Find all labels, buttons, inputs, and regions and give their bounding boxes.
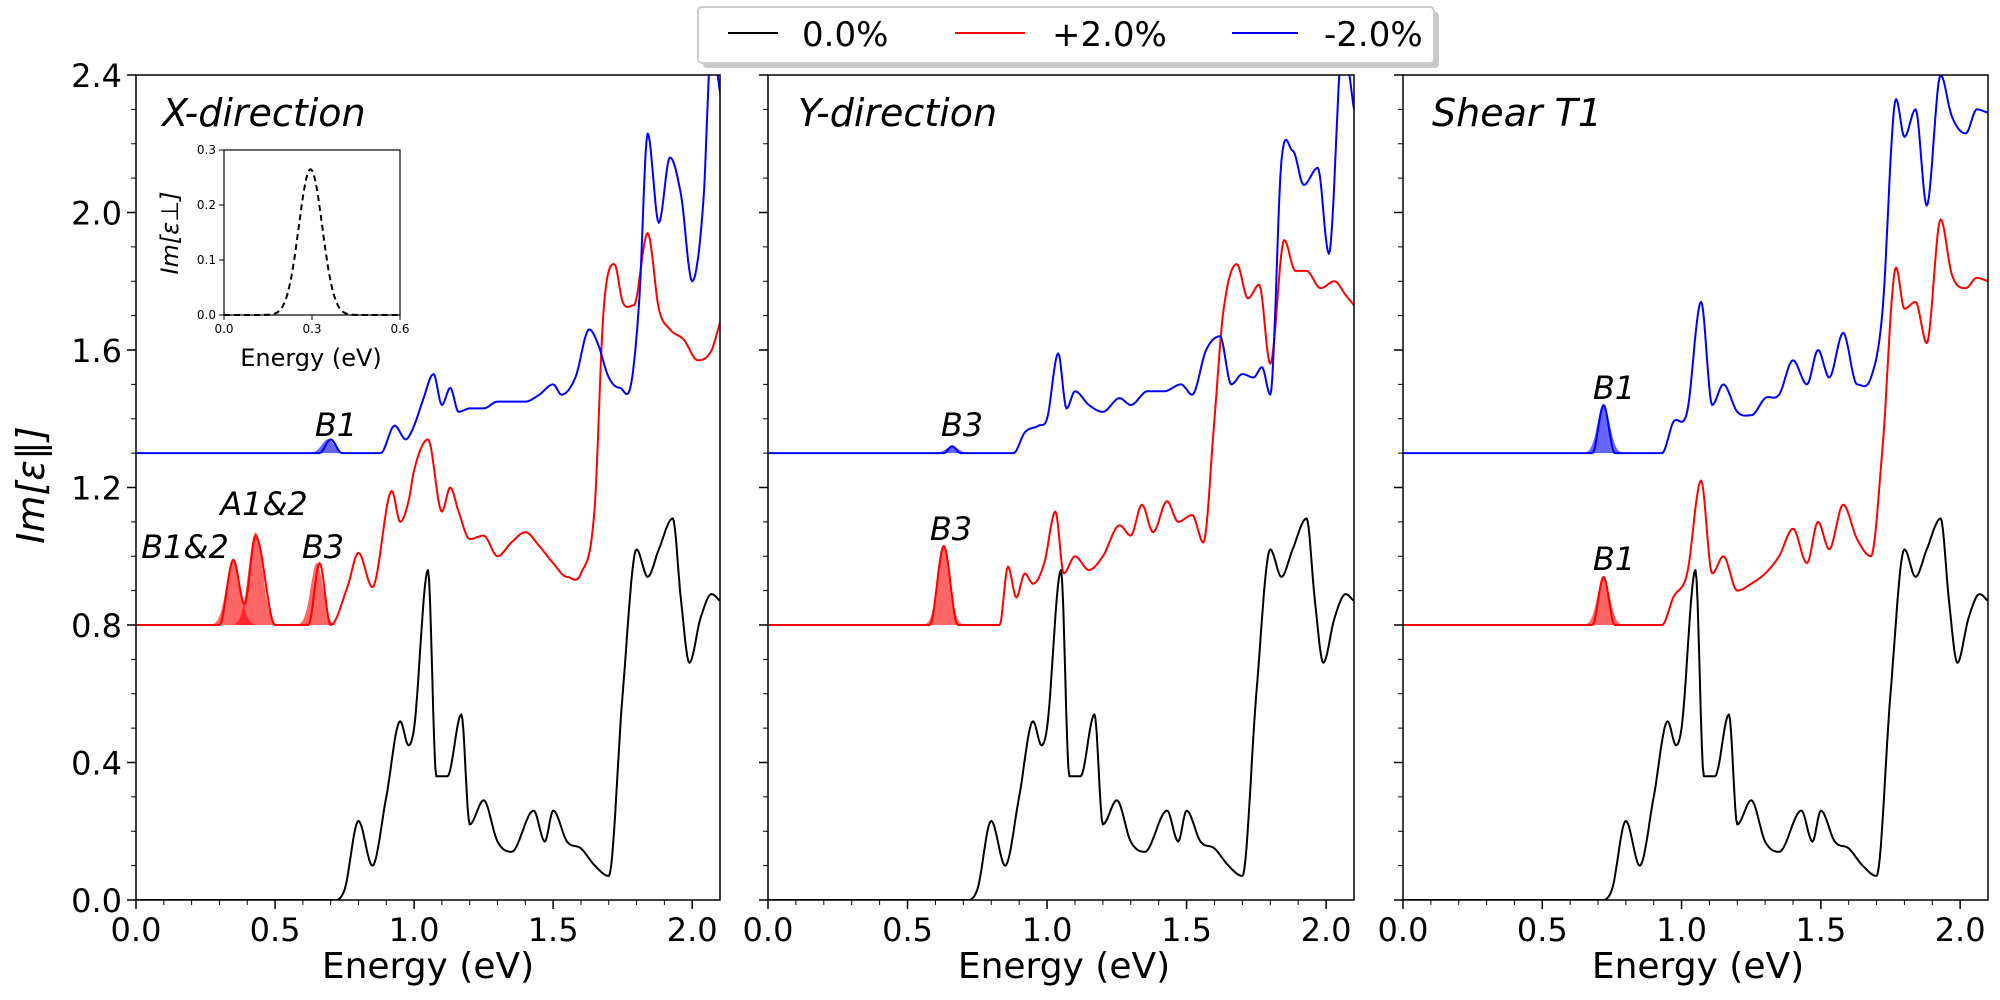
inset-plot: 0.0 0.3 0.6 0.0 0.1 0.2 0.3: [197, 143, 410, 336]
filled-peak-1: [933, 446, 971, 454]
annotation-b3: B3: [302, 528, 344, 566]
panel-shear-t1: 0.0 0.5 1.0 1.5 2.0 Shear T1 Energy (eV) B1 …: [1378, 74, 1989, 987]
series-line-0p0: [136, 517, 720, 900]
panel-shear-annotations: B1 B1: [1593, 369, 1635, 578]
annotation-a1-2: A1&2: [218, 485, 308, 523]
series-line-minus2p0: [136, 75, 720, 455]
panel-y-annotations: B3 B3: [930, 406, 983, 548]
x-tick-label: 1.0: [1656, 911, 1707, 949]
inset-x-tick-label: 0.3: [302, 322, 321, 336]
inset-y-tick-label: 0.0: [197, 308, 216, 322]
panel-x-title: X-direction: [160, 91, 366, 135]
panel-x-xlabel: Energy (eV): [322, 946, 534, 987]
annotation-b1: B1: [315, 406, 357, 444]
axes-frame: [767, 74, 1355, 901]
x-tick-label: 1.0: [389, 911, 440, 949]
panel-y-title: Y-direction: [798, 91, 997, 135]
panel-y-direction: 0.0 0.5 1.0 1.5 2.0 Y-direction Energy (eV) …: [743, 74, 1355, 987]
x-tick-label: 2.0: [1935, 911, 1986, 949]
annotation-b3-lower: B3: [930, 510, 972, 548]
annotation-b3-upper: B3: [941, 406, 983, 444]
filled-peak-1: [1585, 405, 1622, 454]
x-tick-label: 0.5: [1517, 911, 1568, 949]
filled-peak-0: [1585, 576, 1622, 625]
annotation-b1-lower: B1: [1593, 540, 1635, 578]
x-tick-label: 0.5: [882, 911, 933, 949]
legend-label-2: -2.0%: [1324, 15, 1423, 55]
series-line-0p0: [768, 517, 1354, 900]
x-tick-label: 0.0: [743, 911, 794, 949]
series-line-minus2p0: [768, 75, 1354, 455]
x-tick-label: 0.5: [250, 911, 301, 949]
panel-shear-plot: 0.0 0.5 1.0 1.5 2.0: [1378, 74, 1989, 949]
series-line-plus2p0: [1403, 218, 1988, 626]
legend-label-1: +2.0%: [1052, 15, 1167, 55]
inset-x-tick-label: 0.0: [214, 322, 233, 336]
x-tick-label: 0.0: [111, 911, 162, 949]
inset-chart: 0.0 0.3 0.6 0.0 0.1 0.2 0.3 Energy (eV) Im[ε⊥]: [156, 143, 410, 372]
series-line-0p0: [1403, 517, 1988, 900]
legend-box: [697, 6, 1435, 64]
panel-x-annotations: B1 A1&2 B1&2 B3: [141, 406, 357, 566]
x-tick-label: 1.5: [1795, 911, 1846, 949]
panel-y-plot: 0.0 0.5 1.0 1.5 2.0: [743, 74, 1355, 949]
y-tick-label: 1.2: [71, 470, 122, 508]
x-tick-label: 1.0: [1022, 911, 1073, 949]
y-tick-label: 2.0: [71, 195, 122, 233]
inset-xlabel: Energy (eV): [240, 344, 382, 372]
inset-curve: [224, 168, 399, 316]
series-line-minus2p0: [1403, 75, 1988, 455]
x-tick-label: 1.5: [1161, 911, 1212, 949]
inset-y-tick-label: 0.3: [197, 143, 216, 157]
y-tick-label: 2.4: [71, 57, 122, 95]
panel-y-xlabel: Energy (eV): [958, 946, 1170, 987]
y-tick-label: 0.4: [71, 745, 122, 783]
panel-x-plot: 0.0 0.5 1.0 1.5 2.0 0.0 0.4 0.8 1.2 1.6 2.0 2.4: [71, 57, 721, 949]
x-tick-label: 0.0: [1378, 911, 1429, 949]
y-tick-label: 1.6: [71, 332, 122, 370]
inset-x-tick-label: 0.6: [390, 322, 409, 336]
filled-peak-0: [925, 545, 963, 625]
panel-shear-xlabel: Energy (eV): [1592, 946, 1804, 987]
panel-x-direction: 0.0 0.5 1.0 1.5 2.0 0.0 0.4 0.8 1.2 1.6 2.0 2.4 X-d…: [71, 57, 721, 987]
series-line-plus2p0: [136, 232, 720, 626]
legend: 0.0% +2.0% -2.0%: [697, 6, 1439, 68]
filled-peak-2: [298, 563, 336, 625]
x-tick-label: 2.0: [667, 911, 718, 949]
x-tick-label: 2.0: [1301, 911, 1352, 949]
annotation-b1-2: B1&2: [141, 528, 229, 566]
annotation-b1-upper: B1: [1593, 369, 1635, 407]
y-axis-label: Im[ε∥]: [9, 426, 53, 543]
inset-y-tick-label: 0.1: [197, 253, 216, 267]
axes-frame: [1402, 74, 1989, 901]
panel-shear-title: Shear T1: [1432, 91, 1602, 135]
x-tick-label: 1.5: [528, 911, 579, 949]
y-tick-label: 0.8: [71, 607, 122, 645]
inset-ylabel: Im[ε⊥]: [156, 191, 184, 274]
y-tick-label: 0.0: [71, 882, 122, 920]
inset-y-tick-label: 0.2: [197, 198, 216, 212]
inset-frame: [223, 149, 401, 316]
series-line-plus2p0: [768, 239, 1354, 626]
legend-label-0: 0.0%: [802, 15, 888, 55]
